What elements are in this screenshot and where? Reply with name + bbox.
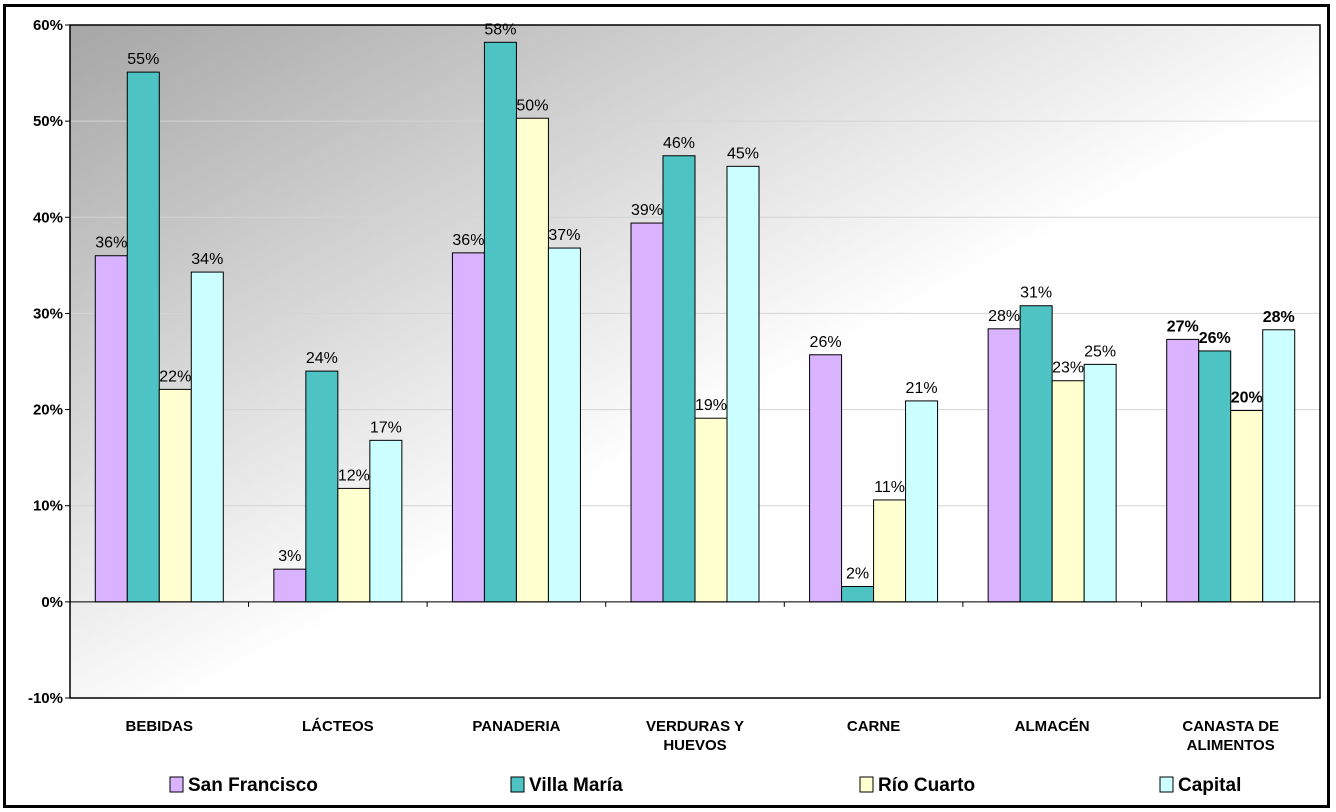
data-label: 28% [1263,309,1295,326]
data-label: 2% [846,565,869,582]
bar [630,222,664,603]
y-tick-label: -10% [28,690,63,707]
bar [662,155,696,603]
bar [515,117,549,603]
data-label: 17% [370,419,402,436]
category-label: PANADERIA [472,718,560,735]
category-label: BEBIDAS [126,718,194,735]
bar [451,252,485,603]
bar [1262,329,1296,603]
legend-swatch [169,776,184,793]
data-label: 24% [306,350,338,367]
legend-swatch [510,776,525,793]
bar [94,255,128,603]
bar [158,388,192,603]
chart-frame: 60% 50% 40% 30% 20% 10% 0% -10% BEBIDAS LÁCTEOS PA… [3,4,1330,808]
data-label: 20% [1231,390,1263,407]
legend-label: Villa María [529,775,623,796]
category-label: VERDURAS Y HUEVOS [646,718,744,754]
y-tick-label: 20% [33,402,63,419]
bar [273,568,307,603]
data-label: 28% [988,308,1020,325]
category-label: LÁCTEOS [302,718,374,735]
category-label: ALMACÉN [1015,718,1090,735]
category-label-line: HUEVOS [663,737,726,754]
bar [1051,380,1085,603]
legend-swatch [1159,776,1174,793]
legend-label: San Francisco [188,775,318,796]
data-label: 19% [695,397,727,414]
bar [841,585,875,603]
data-label: 26% [1199,330,1231,347]
bar [483,41,517,603]
bar [547,247,581,603]
bar [1198,350,1232,603]
data-label: 3% [278,548,301,565]
axes: 60% 50% 40% 30% 20% 10% 0% -10% BEBIDAS LÁCTEOS PA… [28,17,1321,754]
category-label-line: ALIMENTOS [1187,737,1275,754]
bar [873,499,907,603]
y-tick-label: 50% [33,113,63,130]
data-label: 37% [548,227,580,244]
bar [1166,338,1200,603]
category-label-line: BEBIDAS [126,718,194,735]
data-label: 27% [1167,318,1199,335]
data-label: 39% [631,202,663,219]
data-label: 25% [1084,343,1116,360]
bar [809,354,843,603]
y-tick-label: 0% [41,594,63,611]
bar [337,487,371,603]
bar [1019,305,1053,603]
bar [726,165,760,603]
plot-border [69,24,1321,699]
category-label: CANASTA DE ALIMENTOS [1182,718,1279,754]
legend-label: Río Cuarto [878,775,975,796]
data-label: 36% [452,232,484,249]
category-label: CARNE [847,718,900,735]
legend-swatch [859,776,874,793]
y-tick-label: 10% [33,498,63,515]
data-label: 36% [95,235,127,252]
bar-chart: 60% 50% 40% 30% 20% 10% 0% -10% BEBIDAS LÁCTEOS PA… [28,17,1321,796]
bars [94,41,1296,603]
category-label-line: VERDURAS Y [646,718,744,735]
data-labels: 36% 55% 22% 34% 3% 24% 12% 17% 36% 58% 50% 37% 39% 46… [95,21,1294,582]
data-label: 23% [1052,360,1084,377]
bar [905,400,939,603]
bar [1083,363,1117,603]
category-label-line: ALMACÉN [1015,718,1090,735]
bar [987,328,1021,603]
bar [305,370,339,603]
data-label: 45% [727,145,759,162]
data-label: 46% [663,135,695,152]
data-label: 34% [191,251,223,268]
data-label: 22% [159,368,191,385]
category-label-line: CANASTA DE [1182,718,1279,735]
bar [694,417,728,603]
category-label-line: CARNE [847,718,900,735]
y-tick-label: 60% [33,17,63,34]
data-label: 50% [516,97,548,114]
y-tick-label: 30% [33,305,63,322]
bar [369,439,403,603]
legend-label: Capital [1178,775,1241,796]
category-label-line: LÁCTEOS [302,718,374,735]
data-label: 11% [874,479,905,496]
bar [190,271,224,603]
legend: San Francisco Villa María Río Cuarto Capita… [169,775,1241,796]
data-label: 31% [1020,285,1052,302]
data-label: 55% [127,51,159,68]
data-label: 12% [338,467,370,484]
bar [126,71,160,603]
category-label-line: PANADERIA [472,718,560,735]
data-label: 21% [906,380,938,397]
data-label: 58% [484,21,516,38]
data-label: 26% [810,334,842,351]
bar [1230,410,1264,603]
y-tick-label: 40% [33,209,63,226]
